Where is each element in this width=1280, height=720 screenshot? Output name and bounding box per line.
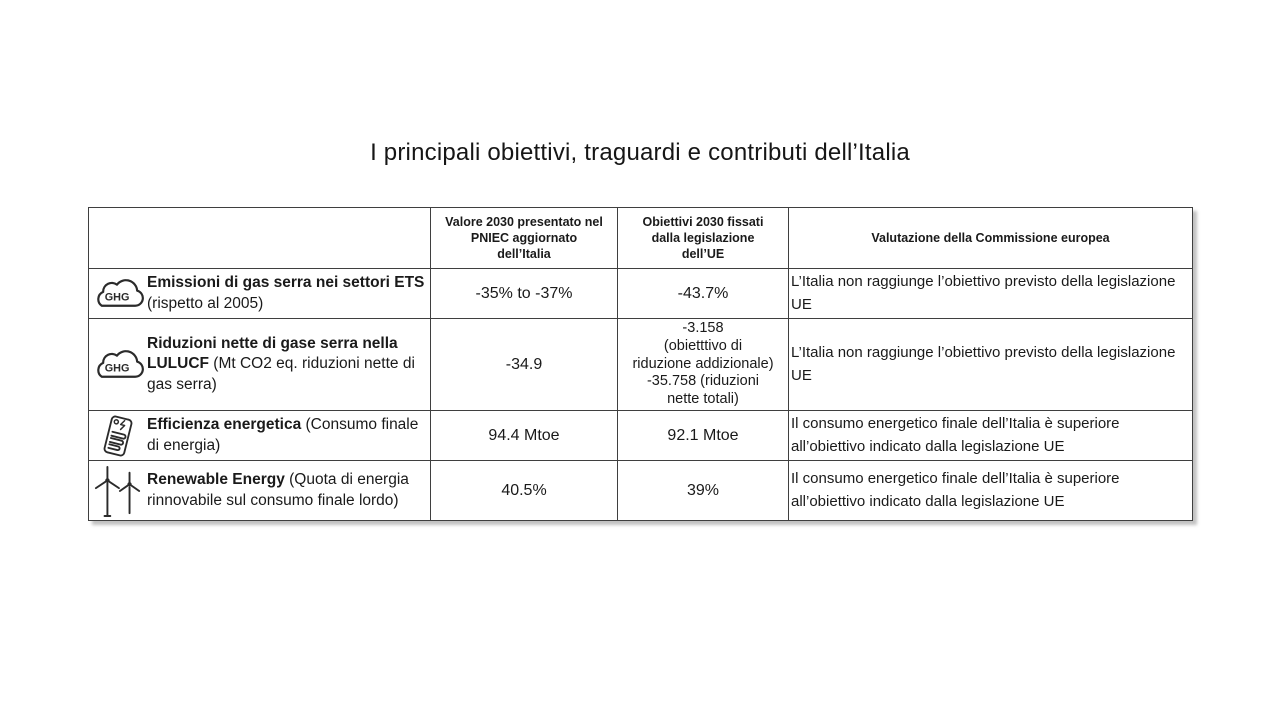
- table-row-label-renewables: Renewable Energy (Quota di energia rinno…: [89, 461, 431, 521]
- header-empty: [89, 208, 431, 269]
- ghg-cloud-icon: GHG: [89, 346, 147, 384]
- header-commission-eval: Valutazione della Commissione europea: [789, 208, 1193, 269]
- table-row-label-efficiency: Efficienza energetica (Consumo finale di…: [89, 411, 431, 461]
- cell-pniec-renewables: 40.5%: [431, 461, 618, 521]
- header-eu-2030: Obiettivi 2030 fissati dalla legislazion…: [618, 208, 789, 269]
- row-label: Efficienza energetica (Consumo finale di…: [147, 416, 419, 454]
- cell-eu-lulucf: -3.158 (obietttivo di riduzione addizion…: [618, 319, 789, 411]
- cell-eval-lulucf: L’Italia non raggiunge l’obiettivo previ…: [789, 319, 1193, 411]
- cell-pniec-efficiency: 94.4 Mtoe: [431, 411, 618, 461]
- energy-label-icon: [89, 413, 147, 459]
- table-row-label-ets: GHG Emissioni di gas serra nei settori E…: [89, 269, 431, 319]
- header-pniec-2030: Valore 2030 presentato nel PNIEC aggiorn…: [431, 208, 618, 269]
- cell-eu-renewables: 39%: [618, 461, 789, 521]
- cell-eu-efficiency: 92.1 Mtoe: [618, 411, 789, 461]
- cell-eval-efficiency: Il consumo energetico finale dell’Italia…: [789, 411, 1193, 461]
- cell-eval-renewables: Il consumo energetico finale dell’Italia…: [789, 461, 1193, 521]
- objectives-table: Valore 2030 presentato nel PNIEC aggiorn…: [88, 207, 1193, 521]
- row-label: Riduzioni nette di gase serra nella LULU…: [147, 334, 415, 393]
- svg-text:GHG: GHG: [105, 291, 130, 303]
- row-label: Emissioni di gas serra nei settori ETS (…: [147, 274, 425, 312]
- svg-text:GHG: GHG: [105, 362, 130, 374]
- ghg-cloud-icon: GHG: [89, 275, 147, 313]
- cell-pniec-lulucf: -34.9: [431, 319, 618, 411]
- page-title: I principali obiettivi, traguardi e cont…: [370, 139, 910, 166]
- cell-eu-ets: -43.7%: [618, 269, 789, 319]
- cell-eval-ets: L’Italia non raggiunge l’obiettivo previ…: [789, 269, 1193, 319]
- cell-pniec-ets: -35% to -37%: [431, 269, 618, 319]
- wind-turbine-icon: [89, 463, 147, 519]
- row-label: Renewable Energy (Quota di energia rinno…: [147, 471, 409, 509]
- table-row-label-lulucf: GHG Riduzioni nette di gase serra nella …: [89, 319, 431, 411]
